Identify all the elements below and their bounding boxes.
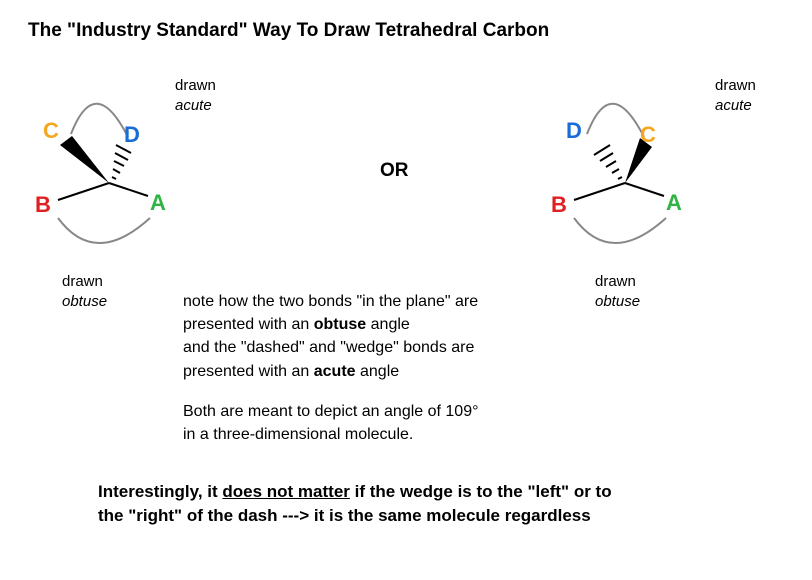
acute-arc [71,104,128,137]
right-atom-a: A [666,190,682,216]
obtuse-arc [58,218,150,243]
right-atom-b: B [551,192,567,218]
wedge-bond [60,136,109,183]
or-label: OR [380,160,409,182]
footer-text: Interestingly, it does not matter if the… [98,480,612,528]
hash-bond [112,145,131,179]
hash-bond [594,145,622,179]
note-block-2: Both are meant to depict an angle of 109… [183,400,479,446]
left-molecule-svg [0,60,260,290]
page-title: The "Industry Standard" Way To Draw Tetr… [28,20,549,42]
bond-a [625,183,664,196]
right-atom-d: D [566,118,582,144]
bond-b [574,183,625,200]
bond-a [109,183,148,196]
left-atom-a: A [150,190,166,216]
right-acute-label: drawnacute [715,76,756,115]
note-block-1: note how the two bonds "in the plane" ar… [183,290,478,383]
acute-arc [587,104,644,137]
left-obtuse-label: drawnobtuse [62,272,107,311]
bond-b [58,183,109,200]
left-atom-b: B [35,192,51,218]
left-atom-d: D [124,122,140,148]
obtuse-arc [574,218,666,243]
left-acute-label: drawnacute [175,76,216,115]
right-atom-c: C [640,122,656,148]
left-atom-c: C [43,118,59,144]
right-obtuse-label: drawnobtuse [595,272,640,311]
